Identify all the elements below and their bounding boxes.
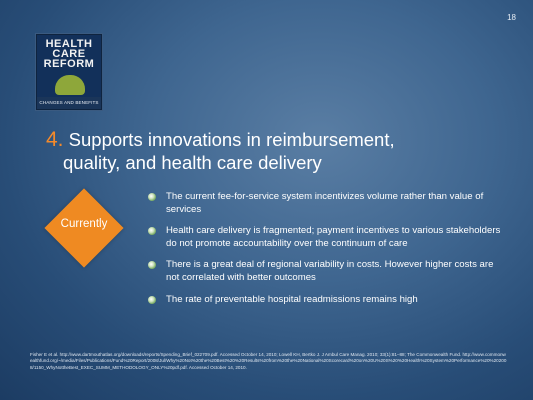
currently-diamond: Currently — [44, 188, 124, 268]
bullet-item: The rate of preventable hospital readmis… — [148, 294, 508, 307]
title-line-2: quality, and health care delivery — [63, 152, 322, 173]
bullet-item: There is a great deal of regional variab… — [148, 259, 508, 284]
logo-main-panel: HEALTH CARE REFORM — [37, 35, 101, 97]
bullet-text: The current fee-for-service system incen… — [166, 191, 484, 215]
bullet-icon — [148, 193, 156, 201]
title-line-1: Supports innovations in reimbursement, — [68, 129, 395, 150]
footnote-references: Fisher E et al. http://www.dartmouthatla… — [30, 352, 507, 370]
bullet-icon — [148, 295, 156, 304]
diamond-label: Currently — [60, 218, 108, 230]
bullet-item: Health care delivery is fragmented; paym… — [148, 225, 508, 250]
hand-icon — [55, 75, 85, 95]
health-care-reform-logo: HEALTH CARE REFORM CHANGES AND BENEFITS — [36, 34, 102, 110]
logo-line-3: REFORM — [43, 58, 95, 70]
title-number: 4. — [46, 128, 64, 151]
logo-line-2: CARE — [52, 48, 86, 60]
logo-subtitle: CHANGES AND BENEFITS — [37, 97, 101, 109]
bullet-text: There is a great deal of regional variab… — [166, 259, 494, 283]
page-number: 18 — [507, 13, 516, 22]
bullet-list: The current fee-for-service system incen… — [148, 191, 508, 315]
bullet-text: The rate of preventable hospital readmis… — [166, 293, 418, 305]
bullet-icon — [148, 261, 156, 270]
logo-line-1: HEALTH — [45, 38, 93, 50]
bullet-item: The current fee-for-service system incen… — [148, 191, 508, 216]
bullet-icon — [148, 227, 156, 236]
bullet-text: Health care delivery is fragmented; paym… — [166, 225, 501, 249]
slide-title: 4. Supports innovations in reimbursement… — [46, 128, 466, 174]
